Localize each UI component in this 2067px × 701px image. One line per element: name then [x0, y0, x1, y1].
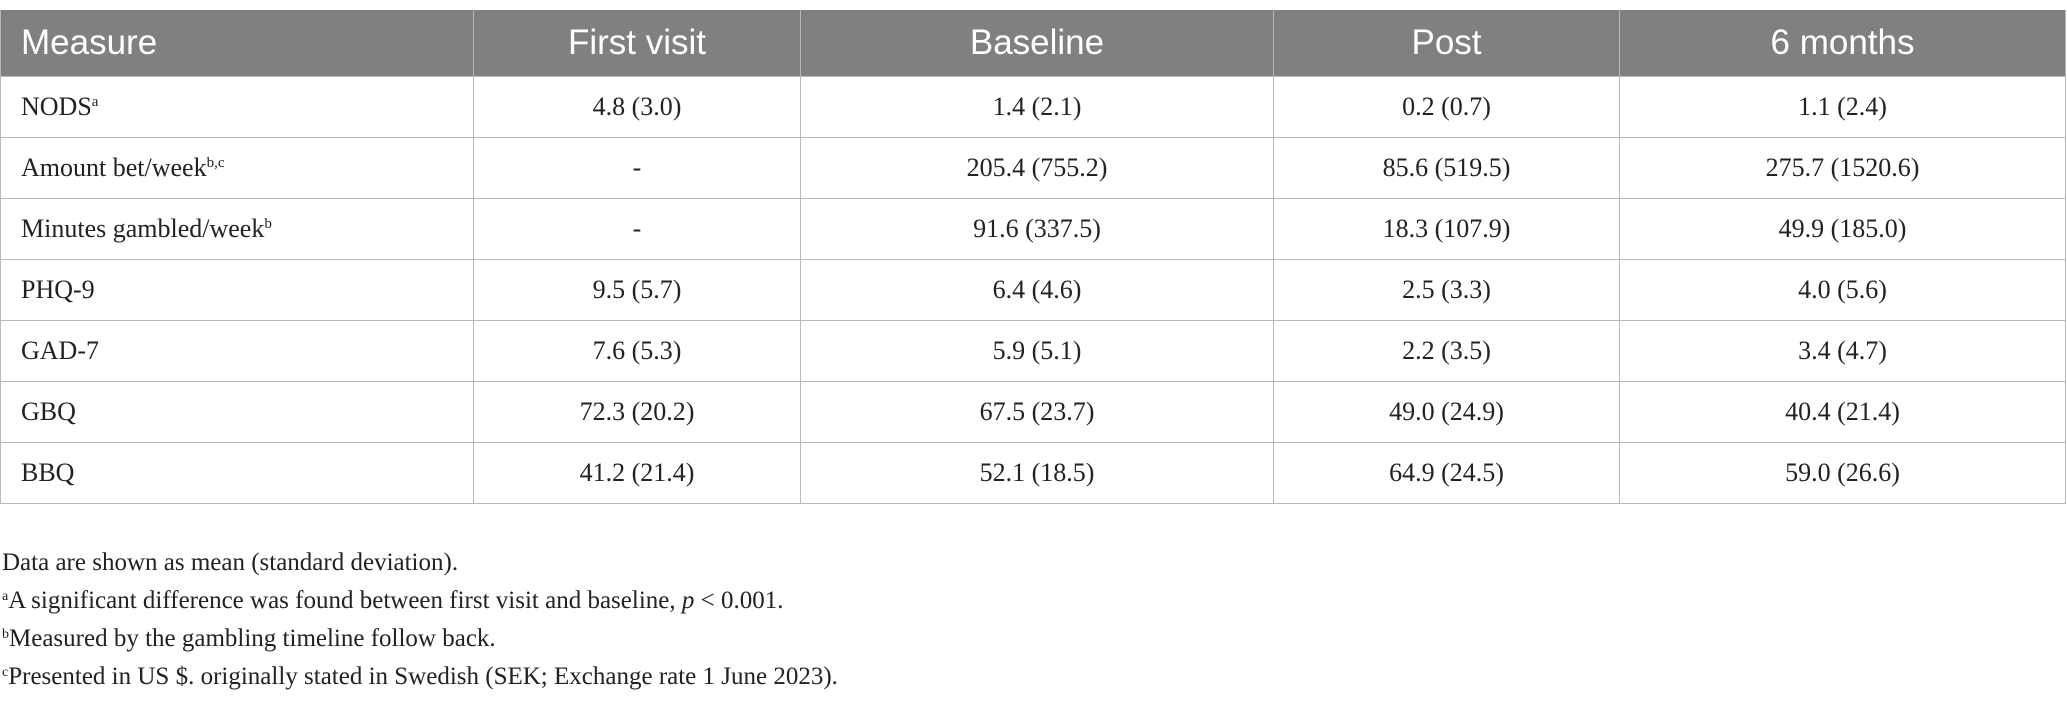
row-label: Minutes gambled/weekb — [0, 198, 474, 260]
footnote-text: Presented in US $. originally stated in … — [8, 663, 838, 690]
header-row: Measure First visit Baseline Post 6 months — [0, 10, 2066, 77]
cell: 72.3 (20.2) — [473, 381, 801, 443]
table-row: GBQ 72.3 (20.2) 67.5 (23.7) 49.0 (24.9) 40.4… — [0, 381, 2066, 443]
table-row: Amount bet/weekb,c -205.4 (755.2) 85.6 (51… — [0, 137, 2066, 199]
footnote-marker: b — [2, 627, 9, 642]
footnote: bMeasured by the gambling timeline follo… — [2, 620, 838, 658]
footnote-text: < 0.001. — [694, 587, 784, 614]
cell: 52.1 (18.5) — [800, 442, 1274, 504]
footnote-text: Measured by the gambling timeline follow… — [9, 625, 496, 652]
table-row: GAD-7 7.6 (5.3) 5.9 (5.1) 2.2 (3.5) 3.4 (4.7… — [0, 320, 2066, 382]
cell: 49.9 (185.0) — [1619, 198, 2066, 260]
column-header: Post — [1273, 10, 1620, 77]
cell: 4.8 (3.0) — [473, 76, 801, 138]
footnote-marker: b — [264, 216, 272, 232]
table-body: NODSa 4.8 (3.0) 1.4 (2.1) 0.2 (0.7) 1.1 (2.4… — [0, 76, 2066, 504]
cell: 9.5 (5.7) — [473, 259, 801, 321]
row-label: GAD-7 — [0, 320, 474, 382]
column-header: Baseline — [800, 10, 1274, 77]
label-text: GBQ — [21, 397, 76, 426]
cell: 275.7 (1520.6) — [1619, 137, 2066, 199]
results-table: Measure First visit Baseline Post 6 months N… — [0, 10, 2066, 504]
label-text: Minutes gambled/week — [21, 214, 265, 243]
label-text: NODS — [21, 92, 92, 121]
cell: 6.4 (4.6) — [800, 259, 1274, 321]
footnote-marker: a — [2, 589, 9, 604]
footnote-marker: c — [2, 665, 9, 680]
column-header: First visit — [473, 10, 801, 77]
row-label: GBQ — [0, 381, 474, 443]
cell: 85.6 (519.5) — [1273, 137, 1620, 199]
row-label: PHQ-9 — [0, 259, 474, 321]
cell: - — [473, 137, 801, 199]
cell: 1.1 (2.4) — [1619, 76, 2066, 138]
table-row: PHQ-9 9.5 (5.7) 6.4 (4.6) 2.5 (3.3) 4.0 (5.6… — [0, 259, 2066, 321]
footnote: Data are shown as mean (standard deviati… — [2, 549, 459, 576]
row-label: NODSa — [0, 76, 474, 138]
footnotes: Data are shown as mean (standard deviati… — [2, 544, 838, 696]
cell: 1.4 (2.1) — [800, 76, 1274, 138]
footnote-marker: b,c — [206, 155, 225, 171]
label-text: GAD-7 — [21, 336, 99, 365]
cell: 49.0 (24.9) — [1273, 381, 1620, 443]
footnote-marker: a — [91, 94, 99, 110]
footnote-text: A significant difference was found betwe… — [8, 587, 682, 614]
cell: 2.2 (3.5) — [1273, 320, 1620, 382]
cell: 18.3 (107.9) — [1273, 198, 1620, 260]
cell: 59.0 (26.6) — [1619, 442, 2066, 504]
cell: 205.4 (755.2) — [800, 137, 1274, 199]
table-row: NODSa 4.8 (3.0) 1.4 (2.1) 0.2 (0.7) 1.1 (2.4… — [0, 76, 2066, 138]
cell: 64.9 (24.5) — [1273, 442, 1620, 504]
label-text: Amount bet/week — [21, 153, 207, 182]
table-row: BBQ 41.2 (21.4) 52.1 (18.5) 64.9 (24.5) 59.0… — [0, 442, 2066, 504]
footnote: cPresented in US $. originally stated in… — [2, 658, 838, 696]
cell: 5.9 (5.1) — [800, 320, 1274, 382]
cell: 0.2 (0.7) — [1273, 76, 1620, 138]
label-text: BBQ — [21, 458, 75, 487]
table-row: Minutes gambled/weekb -91.6 (337.5) 18.3 (… — [0, 198, 2066, 260]
cell: 67.5 (23.7) — [800, 381, 1274, 443]
column-header: 6 months — [1619, 10, 2066, 77]
cell: 91.6 (337.5) — [800, 198, 1274, 260]
cell: 2.5 (3.3) — [1273, 259, 1620, 321]
cell: 4.0 (5.6) — [1619, 259, 2066, 321]
footnote-text: p — [681, 587, 695, 614]
cell: 3.4 (4.7) — [1619, 320, 2066, 382]
label-text: PHQ-9 — [21, 275, 95, 304]
footnote: aA significant difference was found betw… — [2, 582, 838, 620]
cell: - — [473, 198, 801, 260]
cell: 7.6 (5.3) — [473, 320, 801, 382]
row-label: Amount bet/weekb,c — [0, 137, 474, 199]
cell: 40.4 (21.4) — [1619, 381, 2066, 443]
cell: 41.2 (21.4) — [473, 442, 801, 504]
row-label: BBQ — [0, 442, 474, 504]
column-header: Measure — [0, 10, 474, 77]
